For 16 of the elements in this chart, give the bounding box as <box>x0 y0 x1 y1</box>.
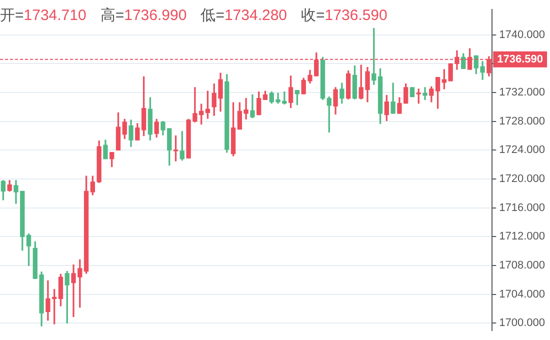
annotation: 开=1734.710 <box>0 7 86 24</box>
annotation: 高=1736.990 <box>100 7 187 24</box>
y-tick-label: 1732.000 <box>499 86 546 99</box>
y-tick-label: 1720.000 <box>499 173 546 186</box>
y-tick-label: 1712.000 <box>499 230 546 243</box>
y-tick-label: 1700.000 <box>499 317 546 330</box>
y-tick-label: 1716.000 <box>499 202 546 214</box>
y-tick-label: 1728.000 <box>499 115 546 128</box>
candlestick <box>422 87 428 100</box>
annotation: 收=1736.590 <box>301 7 388 24</box>
y-tick-label: 1724.000 <box>499 144 546 156</box>
y-tick-label: 1704.000 <box>499 288 546 300</box>
annotation: 低=1734.280 <box>200 7 288 24</box>
y-tick-label: 1740.000 <box>499 28 546 41</box>
ref-line-label: 1736.590 <box>497 53 544 66</box>
y-tick-label: 1708.000 <box>499 260 546 272</box>
